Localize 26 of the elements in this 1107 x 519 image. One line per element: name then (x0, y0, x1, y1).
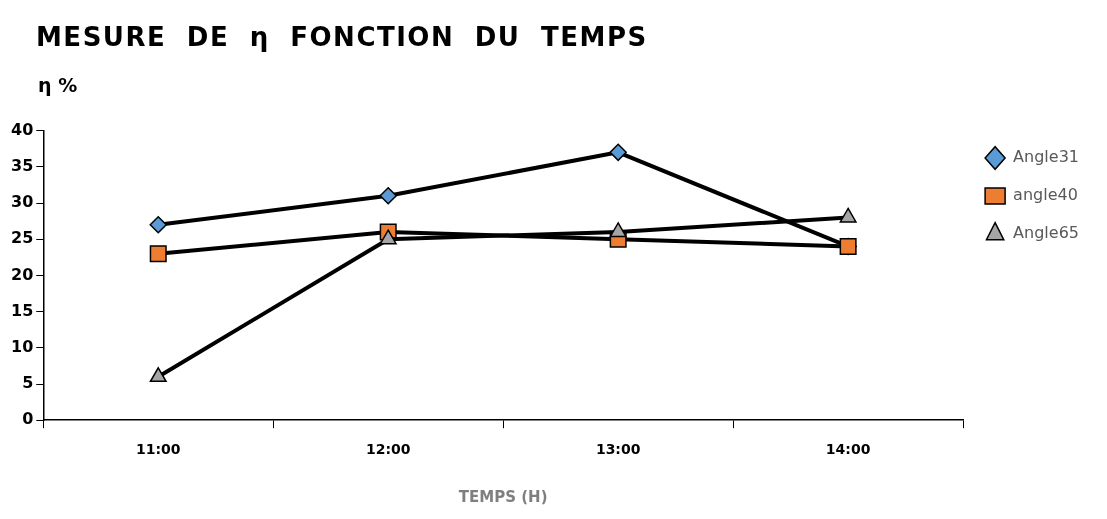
point (379, 229, 397, 245)
point (609, 143, 627, 162)
y-tick-label: 25 (11, 228, 34, 248)
legend-label: Angle65 (1013, 223, 1079, 243)
y-tick-label: 10 (11, 336, 34, 356)
y-tick-label: 40 (11, 119, 34, 139)
y-axis-title: η % (38, 74, 78, 96)
point (609, 222, 627, 238)
point (149, 367, 167, 383)
y-tick-label: 30 (11, 192, 34, 212)
x-tick-label: 12:00 (365, 441, 411, 458)
point (379, 187, 397, 205)
chart-title: MESURE DE η FONCTION DU TEMPS (36, 22, 648, 52)
y-tick-label: 35 (11, 155, 34, 175)
x-tick-label: 11:00 (135, 441, 181, 458)
y-tick-label: 0 (22, 409, 34, 429)
x-axis-title: TEMPS (H) (458, 487, 548, 506)
y-tick-label: 5 (22, 373, 34, 393)
y-tick-label: 15 (11, 300, 34, 320)
point (149, 245, 167, 263)
y-tick-label: 20 (11, 264, 34, 284)
legend-label: Angle31 (1013, 147, 1079, 167)
legend-label: angle40 (1013, 185, 1078, 205)
x-tick-label: 13:00 (595, 441, 641, 458)
x-tick-label: 14:00 (825, 441, 871, 458)
point (149, 215, 167, 234)
